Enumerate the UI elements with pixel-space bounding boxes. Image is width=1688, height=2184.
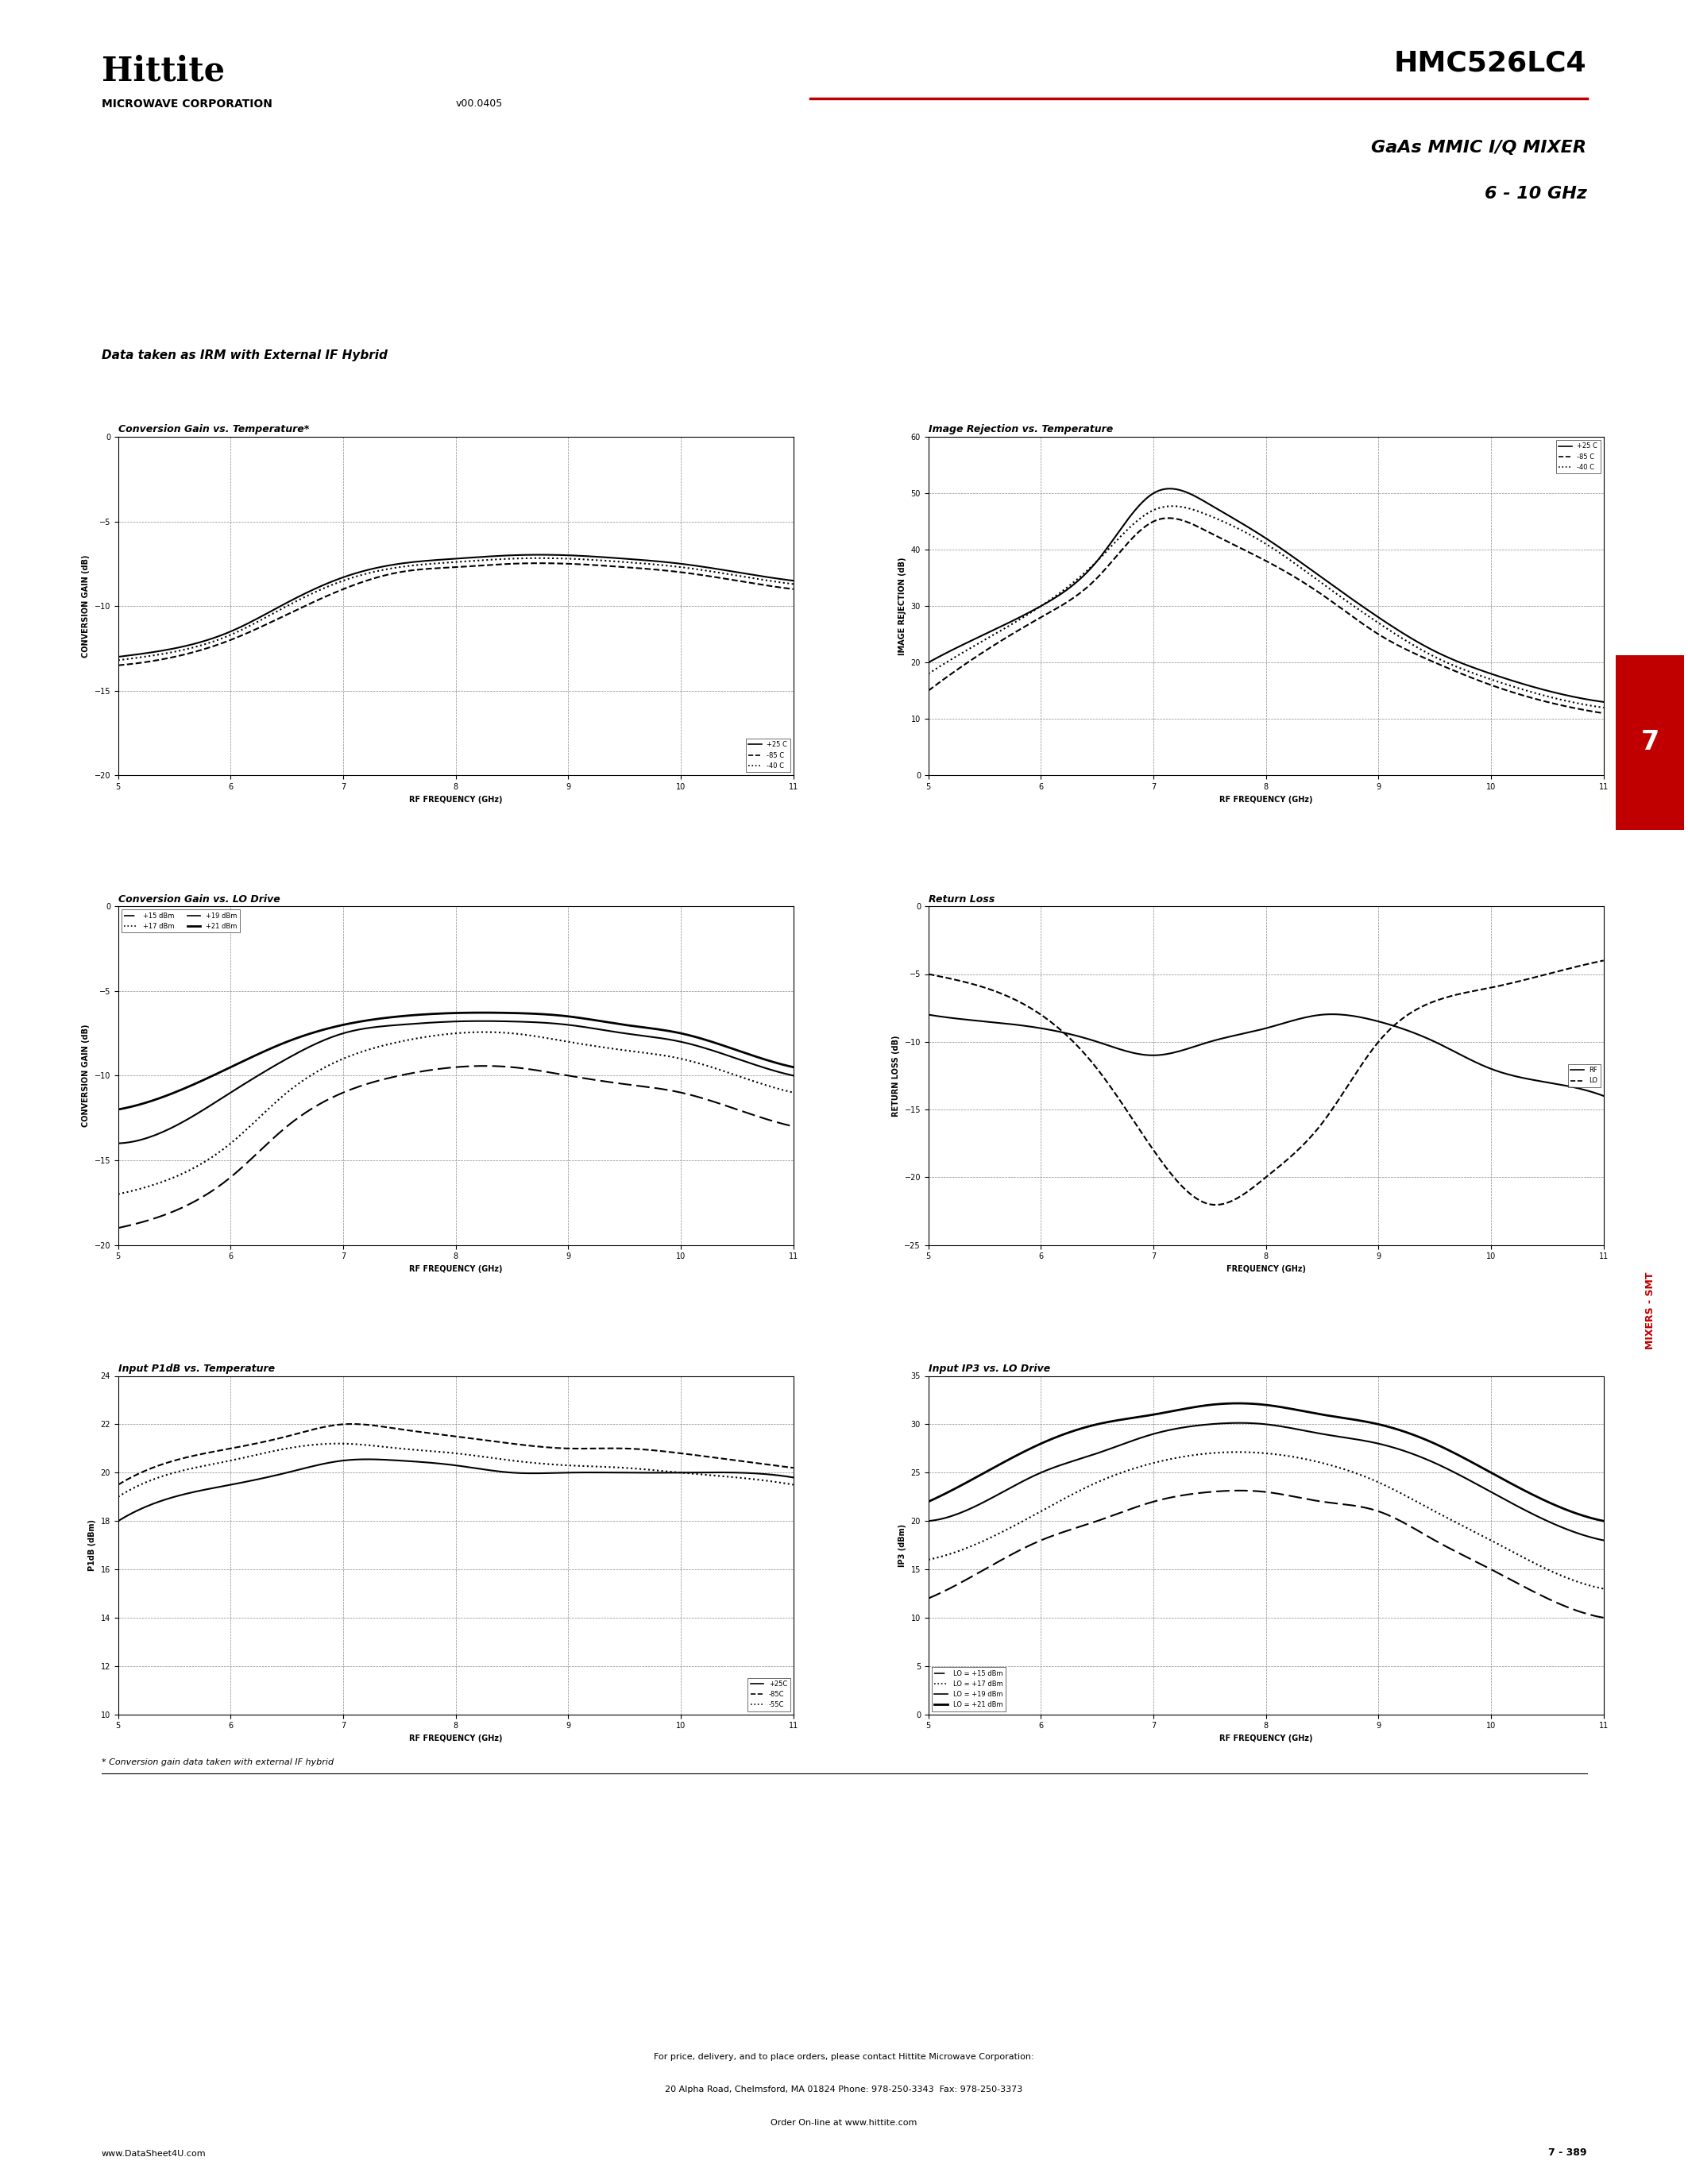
X-axis label: RF FREQUENCY (GHz): RF FREQUENCY (GHz) xyxy=(1219,795,1313,804)
Text: Order On-line at www.hittite.com: Order On-line at www.hittite.com xyxy=(771,2118,917,2127)
Text: Conversion Gain vs. Temperature*: Conversion Gain vs. Temperature* xyxy=(118,424,309,435)
Y-axis label: P1dB (dBm): P1dB (dBm) xyxy=(88,1520,96,1570)
X-axis label: FREQUENCY (GHz): FREQUENCY (GHz) xyxy=(1225,1265,1307,1273)
X-axis label: RF FREQUENCY (GHz): RF FREQUENCY (GHz) xyxy=(408,1734,503,1743)
Y-axis label: CONVERSION GAIN (dB): CONVERSION GAIN (dB) xyxy=(81,555,89,657)
Text: 20 Alpha Road, Chelmsford, MA 01824 Phone: 978-250-3343  Fax: 978-250-3373: 20 Alpha Road, Chelmsford, MA 01824 Phon… xyxy=(665,2086,1023,2094)
Text: Conversion Gain vs. LO Drive: Conversion Gain vs. LO Drive xyxy=(118,893,280,904)
Text: * Conversion gain data taken with external IF hybrid: * Conversion gain data taken with extern… xyxy=(101,1758,333,1767)
Text: www.DataSheet4U.com: www.DataSheet4U.com xyxy=(101,2149,206,2158)
Legend: +25 C, -85 C, -40 C: +25 C, -85 C, -40 C xyxy=(746,738,790,771)
Y-axis label: CONVERSION GAIN (dB): CONVERSION GAIN (dB) xyxy=(81,1024,89,1127)
Text: 7: 7 xyxy=(1641,729,1659,756)
X-axis label: RF FREQUENCY (GHz): RF FREQUENCY (GHz) xyxy=(1219,1734,1313,1743)
Legend: +15 dBm, +17 dBm, +19 dBm, +21 dBm: +15 dBm, +17 dBm, +19 dBm, +21 dBm xyxy=(122,911,240,933)
X-axis label: RF FREQUENCY (GHz): RF FREQUENCY (GHz) xyxy=(408,795,503,804)
Text: GaAs MMIC I/Q MIXER: GaAs MMIC I/Q MIXER xyxy=(1371,140,1587,155)
Legend: LO = +15 dBm, LO = +17 dBm, LO = +19 dBm, LO = +21 dBm: LO = +15 dBm, LO = +17 dBm, LO = +19 dBm… xyxy=(932,1666,1006,1710)
Text: 6 - 10 GHz: 6 - 10 GHz xyxy=(1484,186,1587,201)
Y-axis label: IMAGE REJECTION (dB): IMAGE REJECTION (dB) xyxy=(898,557,906,655)
Text: Return Loss: Return Loss xyxy=(928,893,994,904)
Text: HMC526LC4: HMC526LC4 xyxy=(1394,50,1587,76)
X-axis label: RF FREQUENCY (GHz): RF FREQUENCY (GHz) xyxy=(408,1265,503,1273)
Text: 7 - 389: 7 - 389 xyxy=(1548,2147,1587,2158)
Legend: RF, LO: RF, LO xyxy=(1568,1064,1600,1088)
Text: Image Rejection vs. Temperature: Image Rejection vs. Temperature xyxy=(928,424,1112,435)
Legend: +25 C, -85 C, -40 C: +25 C, -85 C, -40 C xyxy=(1556,441,1600,474)
Text: Input IP3 vs. LO Drive: Input IP3 vs. LO Drive xyxy=(928,1363,1050,1374)
Text: MIXERS - SMT: MIXERS - SMT xyxy=(1644,1271,1656,1350)
FancyBboxPatch shape xyxy=(1615,655,1685,830)
Text: Input P1dB vs. Temperature: Input P1dB vs. Temperature xyxy=(118,1363,275,1374)
Legend: +25C, -85C, -55C: +25C, -85C, -55C xyxy=(748,1677,790,1710)
Y-axis label: RETURN LOSS (dB): RETURN LOSS (dB) xyxy=(891,1035,900,1116)
Text: For price, delivery, and to place orders, please contact Hittite Microwave Corpo: For price, delivery, and to place orders… xyxy=(653,2053,1035,2062)
Text: Data taken as IRM with External IF Hybrid: Data taken as IRM with External IF Hybri… xyxy=(101,349,387,360)
Y-axis label: IP3 (dBm): IP3 (dBm) xyxy=(898,1524,906,1566)
Text: MICROWAVE CORPORATION: MICROWAVE CORPORATION xyxy=(101,98,272,109)
Text: Hittite: Hittite xyxy=(101,55,225,87)
Text: v00.0405: v00.0405 xyxy=(456,98,503,109)
